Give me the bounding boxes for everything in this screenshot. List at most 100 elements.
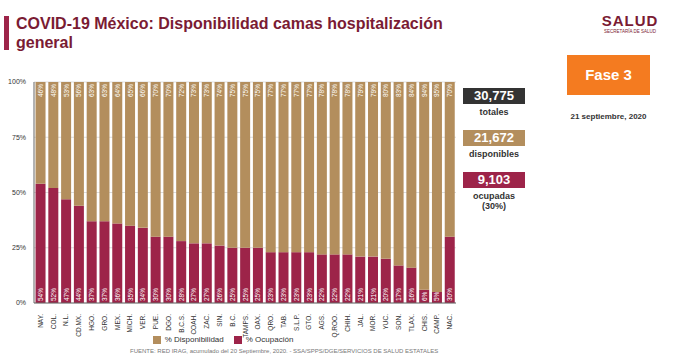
svg-text:N.L.: N.L. <box>62 314 69 326</box>
svg-text:52%: 52% <box>50 288 57 301</box>
svg-text:22%: 22% <box>318 288 325 301</box>
svg-text:37%: 37% <box>101 288 108 301</box>
svg-text:QRO.: QRO. <box>267 314 275 331</box>
svg-text:21%: 21% <box>357 288 364 301</box>
svg-text:PUE.: PUE. <box>152 314 159 329</box>
svg-text:80%: 80% <box>382 84 389 97</box>
svg-text:72%: 72% <box>178 84 185 97</box>
svg-text:17%: 17% <box>395 288 402 301</box>
svg-text:ZAC.: ZAC. <box>203 314 210 329</box>
svg-text:78%: 78% <box>318 84 325 97</box>
svg-text:78%: 78% <box>331 84 338 97</box>
svg-text:77%: 77% <box>267 84 274 97</box>
svg-text:MEX.: MEX. <box>114 314 121 330</box>
svg-text:95%: 95% <box>433 84 440 97</box>
svg-text:DGO.: DGO. <box>165 314 172 331</box>
svg-text:GRO.: GRO. <box>101 314 108 331</box>
svg-text:NAC.: NAC. <box>446 314 453 330</box>
svg-text:77%: 77% <box>280 84 287 97</box>
svg-text:34%: 34% <box>139 288 146 301</box>
svg-text:SIN.: SIN. <box>216 314 223 327</box>
svg-text:TAMPS.: TAMPS. <box>242 314 249 338</box>
svg-text:23%: 23% <box>280 288 287 301</box>
svg-text:CHIS.: CHIS. <box>421 314 428 332</box>
svg-text:79%: 79% <box>357 84 364 97</box>
svg-text:23%: 23% <box>293 288 300 301</box>
svg-text:47%: 47% <box>63 288 70 301</box>
svg-text:26%: 26% <box>216 288 223 301</box>
svg-text:46%: 46% <box>37 84 44 97</box>
svg-text:23%: 23% <box>267 288 274 301</box>
svg-text:25%: 25% <box>254 288 261 301</box>
svg-text:B.C.: B.C. <box>229 314 236 327</box>
svg-text:25%: 25% <box>242 288 249 301</box>
svg-text:64%: 64% <box>114 84 121 97</box>
svg-text:77%: 77% <box>306 84 313 97</box>
svg-text:63%: 63% <box>88 84 95 97</box>
svg-text:75%: 75% <box>254 84 261 97</box>
svg-text:TAB.: TAB. <box>280 314 287 328</box>
svg-text:50%: 50% <box>12 189 26 196</box>
svg-text:23%: 23% <box>306 288 313 301</box>
svg-text:GTO.: GTO. <box>305 314 312 330</box>
svg-text:75%: 75% <box>12 134 26 141</box>
svg-text:22%: 22% <box>344 288 351 301</box>
svg-text:83%: 83% <box>395 84 402 97</box>
svg-text:30%: 30% <box>446 288 453 301</box>
svg-text:54%: 54% <box>37 288 44 301</box>
svg-text:35%: 35% <box>127 288 134 301</box>
svg-text:70%: 70% <box>446 84 453 97</box>
svg-text:44%: 44% <box>75 288 82 301</box>
svg-text:YUC.: YUC. <box>382 314 389 330</box>
svg-text:25%: 25% <box>12 244 26 251</box>
svg-text:73%: 73% <box>190 84 197 97</box>
svg-text:COAH.: COAH. <box>190 314 197 335</box>
svg-text:16%: 16% <box>408 288 415 301</box>
svg-text:27%: 27% <box>190 288 197 301</box>
svg-text:94%: 94% <box>421 84 428 97</box>
svg-text:S.L.P.: S.L.P. <box>293 314 300 331</box>
svg-text:75%: 75% <box>242 84 249 97</box>
svg-text:30%: 30% <box>152 288 159 301</box>
svg-text:100%: 100% <box>8 78 26 85</box>
svg-text:CD.MX.: CD.MX. <box>75 314 82 337</box>
svg-text:53%: 53% <box>63 84 70 97</box>
svg-text:CAMP.: CAMP. <box>433 314 440 334</box>
svg-text:37%: 37% <box>88 288 95 301</box>
svg-text:66%: 66% <box>139 84 146 97</box>
svg-text:77%: 77% <box>293 84 300 97</box>
svg-text:20%: 20% <box>382 288 389 301</box>
svg-text:78%: 78% <box>344 84 351 97</box>
svg-text:AGS.: AGS. <box>318 314 325 330</box>
svg-text:HGO.: HGO. <box>88 314 95 331</box>
svg-text:MICH.: MICH. <box>126 314 133 333</box>
svg-text:21%: 21% <box>370 288 377 301</box>
svg-text:28%: 28% <box>178 288 185 301</box>
svg-text:OAX.: OAX. <box>254 314 261 330</box>
svg-text:Q.ROO.: Q.ROO. <box>331 314 339 338</box>
svg-text:B.C.S.: B.C.S. <box>178 314 185 333</box>
svg-text:65%: 65% <box>127 84 134 97</box>
svg-text:75%: 75% <box>229 84 236 97</box>
svg-text:70%: 70% <box>165 84 172 97</box>
svg-text:63%: 63% <box>101 84 108 97</box>
svg-text:VER.: VER. <box>139 314 146 329</box>
svg-text:MOR.: MOR. <box>369 314 376 331</box>
svg-text:COL.: COL. <box>50 314 57 329</box>
svg-text:74%: 74% <box>216 84 223 97</box>
svg-text:25%: 25% <box>229 288 236 301</box>
svg-text:SON.: SON. <box>395 314 402 330</box>
svg-text:56%: 56% <box>75 84 82 97</box>
svg-text:6%: 6% <box>421 291 428 301</box>
svg-text:84%: 84% <box>408 84 415 97</box>
svg-text:CHIH.: CHIH. <box>344 314 351 332</box>
svg-text:27%: 27% <box>203 288 210 301</box>
svg-text:5%: 5% <box>433 291 440 301</box>
svg-text:NAY.: NAY. <box>37 314 44 328</box>
svg-text:0%: 0% <box>16 299 26 306</box>
svg-text:48%: 48% <box>50 84 57 97</box>
svg-text:70%: 70% <box>152 84 159 97</box>
svg-text:TLAX.: TLAX. <box>408 314 415 332</box>
svg-text:79%: 79% <box>370 84 377 97</box>
svg-text:73%: 73% <box>203 84 210 97</box>
